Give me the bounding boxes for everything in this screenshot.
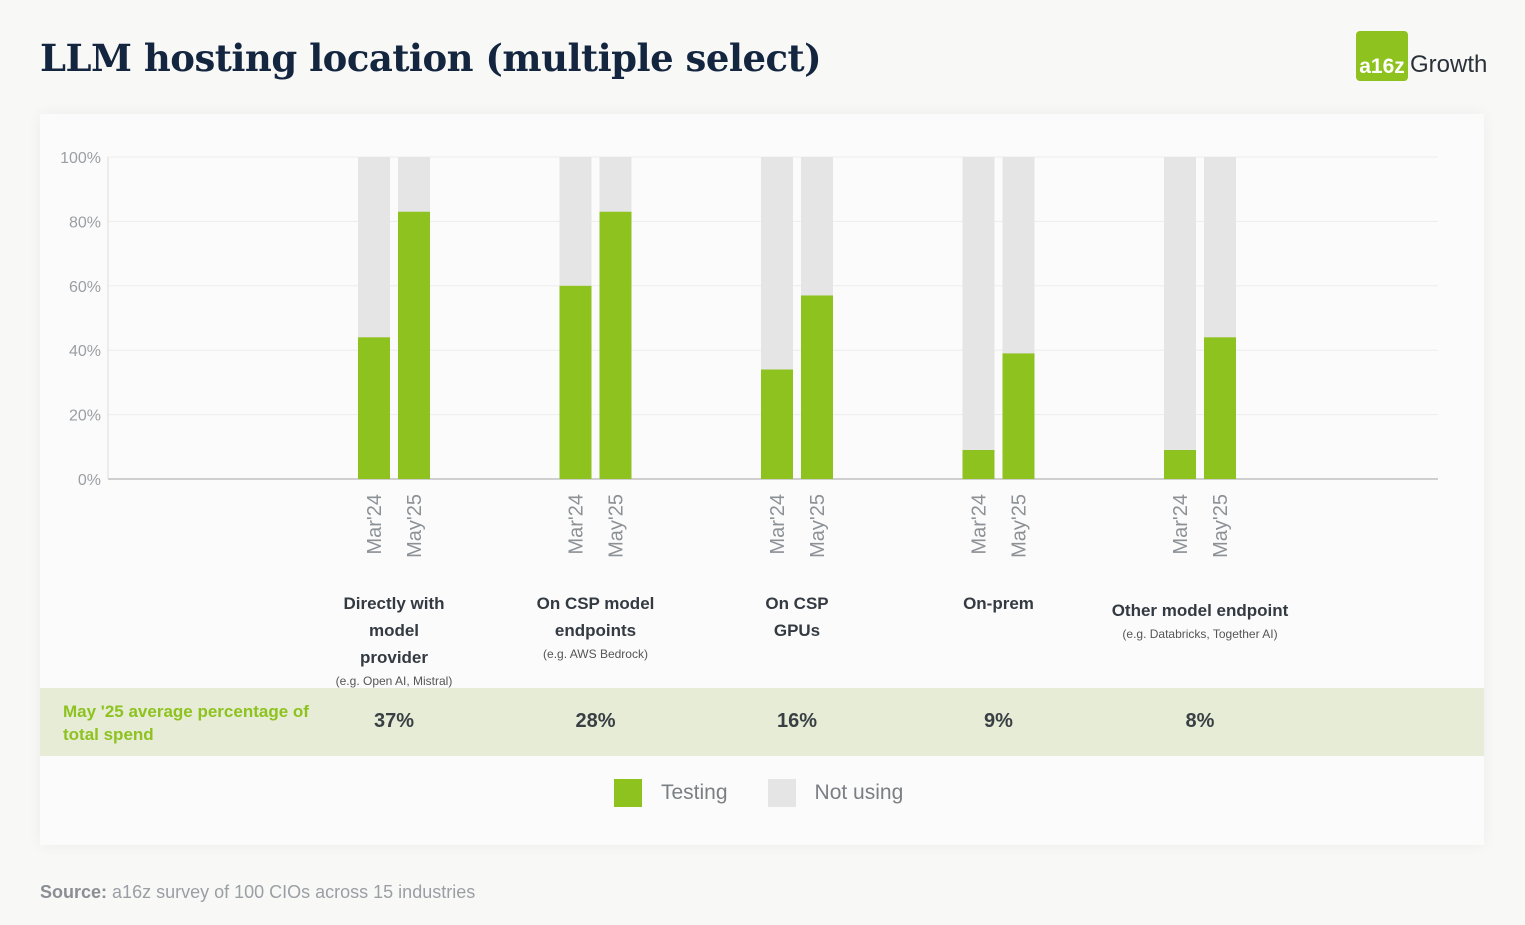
y-tick-label: 80% [69, 214, 101, 231]
y-tick-label: 0% [78, 472, 101, 489]
category-label: On CSP GPUs [765, 594, 829, 640]
spend-row-label: May '25 average percentage of total spen… [63, 702, 309, 744]
category-label-block: On-prem [889, 590, 1109, 617]
period-label: May'25 [404, 494, 426, 558]
source-prefix: Source: [40, 882, 108, 902]
period-label: May'25 [1009, 494, 1031, 558]
spend-value: 37% [373, 710, 415, 732]
period-label: May'25 [807, 494, 829, 558]
legend-label-not-using: Not using [814, 781, 904, 804]
bar-testing [559, 285, 592, 479]
category-label-block: On CSP model endpoints (e.g. AWS Bedrock) [486, 590, 706, 661]
period-label: Mar'24 [566, 494, 588, 555]
source-note: Source: a16z survey of 100 CIOs across 1… [40, 882, 475, 903]
bar-not-using [962, 157, 995, 479]
category-label: Other model endpoint [1111, 601, 1289, 620]
y-tick-label: 40% [69, 343, 101, 360]
bar-testing [358, 337, 390, 479]
bar-not-using [1164, 157, 1196, 479]
period-label: Mar'24 [767, 494, 789, 555]
bar-testing [599, 211, 632, 480]
bar-testing [1164, 450, 1196, 479]
legend: Testing Not using [614, 779, 943, 807]
period-label: Mar'24 [364, 494, 386, 555]
chart-title: LLM hosting location (multiple select) [40, 36, 822, 80]
period-label: Mar'24 [1170, 494, 1192, 555]
spend-value: 16% [776, 710, 818, 732]
logo-mark: a16z [1356, 31, 1408, 81]
source-text: a16z survey of 100 CIOs across 15 indust… [112, 882, 476, 902]
bar-testing [801, 295, 833, 479]
category-label-block: Directly with model provider (e.g. Open A… [284, 590, 504, 688]
legend-swatch-testing [614, 779, 642, 807]
y-tick-label: 100% [60, 150, 101, 167]
bar-testing [398, 211, 430, 480]
category-label: Directly with model provider [343, 594, 445, 667]
bar-testing [761, 369, 793, 479]
period-label: Mar'24 [969, 494, 991, 555]
y-tick-label: 20% [69, 408, 101, 425]
a16z-logo: a16z Growth [1356, 29, 1487, 81]
category-sublabel: (e.g. AWS Bedrock) [543, 647, 648, 661]
category-sublabel: (e.g. Open AI, Mistral) [335, 674, 453, 688]
y-tick-label: 60% [69, 279, 101, 296]
category-label: On CSP model endpoints [536, 594, 655, 640]
bar-testing [962, 450, 995, 479]
category-label-block: Other model endpoint (e.g. Databricks, To… [1090, 597, 1310, 641]
bar-chart: 0% 20% 40% 60% 80% 100% Mar'24 May'25 Mar'24 May'… [60, 150, 1438, 558]
period-label: May'25 [606, 494, 628, 558]
category-label: On-prem [963, 594, 1034, 613]
category-sublabel: (e.g. Databricks, Together AI) [1122, 627, 1278, 641]
bar-testing [1204, 337, 1236, 479]
category-label-block: On CSP GPUs [687, 590, 907, 644]
legend-swatch-not-using [767, 779, 796, 807]
period-label: May'25 [1210, 494, 1232, 558]
bar-testing [1002, 353, 1035, 479]
spend-value: 9% [984, 710, 1013, 732]
spend-row: May '25 average percentage of total spen… [40, 688, 1484, 756]
spend-value: 8% [1185, 710, 1215, 732]
logo-text: Growth [1410, 51, 1488, 78]
spend-value: 28% [575, 710, 616, 732]
legend-label-testing: Testing [661, 781, 728, 804]
